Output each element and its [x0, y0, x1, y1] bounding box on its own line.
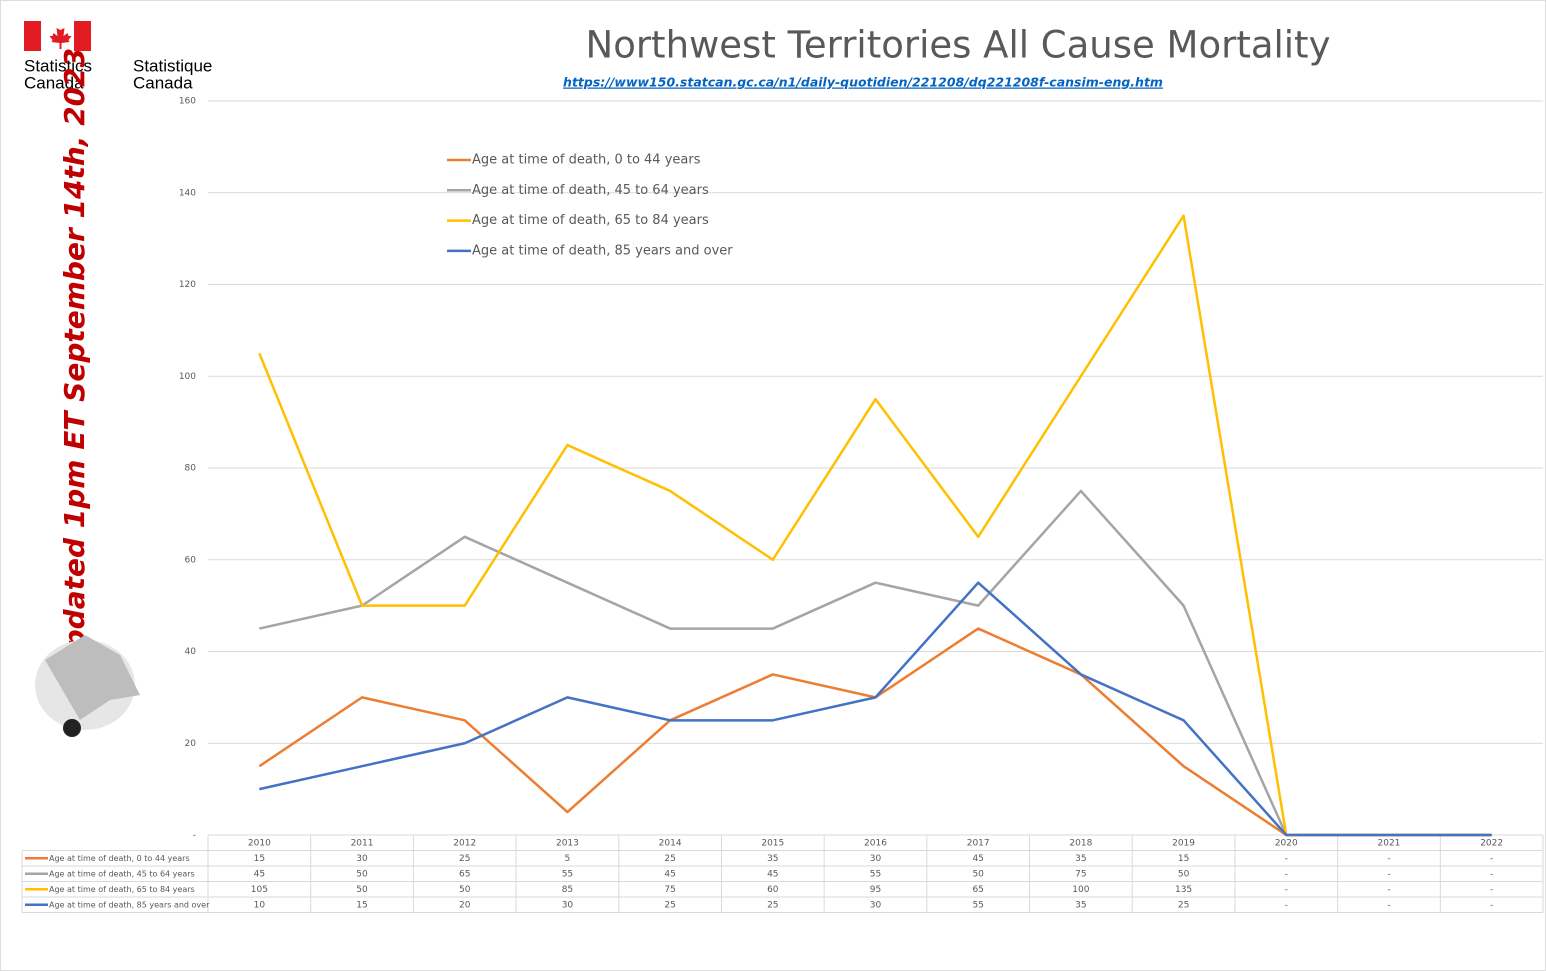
brand-fr-1: Statistique: [133, 56, 212, 75]
x-tick-label: 2011: [351, 838, 374, 848]
table-cell: 15: [356, 900, 367, 910]
table-cell: 55: [972, 900, 983, 910]
table-row-label: Age at time of death, 45 to 64 years: [49, 869, 195, 878]
table-cell: 25: [767, 900, 778, 910]
table-cell: -: [1285, 885, 1288, 895]
y-tick-label: -: [193, 831, 196, 841]
x-tick-label: 2014: [659, 838, 682, 848]
table-cell: -: [1285, 869, 1288, 879]
table-cell: 30: [562, 900, 574, 910]
brand-en-2: Canada: [24, 73, 84, 92]
y-tick-label: 100: [179, 372, 196, 382]
table-cell: 45: [767, 869, 778, 879]
table-cell: -: [1490, 869, 1493, 879]
legend-label: Age at time of death, 45 to 64 years: [472, 183, 709, 198]
table-cell: 50: [972, 869, 984, 879]
y-tick-label: 40: [185, 647, 197, 657]
table-cell: 50: [459, 885, 471, 895]
table-cell: -: [1387, 869, 1390, 879]
table-cell: 45: [972, 854, 983, 864]
table-cell: 105: [251, 885, 268, 895]
table-cell: 50: [356, 869, 368, 879]
table-cell: 5: [565, 854, 571, 864]
table-cell: -: [1387, 854, 1390, 864]
y-tick-label: 80: [185, 464, 197, 474]
table-cell: 30: [356, 854, 368, 864]
table-cell: 30: [870, 900, 882, 910]
x-tick-label: 2018: [1069, 838, 1092, 848]
x-tick-label: 2017: [967, 838, 990, 848]
table-cell: 60: [767, 885, 779, 895]
x-tick-label: 2020: [1275, 838, 1298, 848]
y-tick-label: 20: [185, 739, 197, 749]
table-cell: -: [1387, 885, 1390, 895]
table-cell: -: [1490, 885, 1493, 895]
table-cell: 50: [356, 885, 368, 895]
x-tick-label: 2012: [453, 838, 476, 848]
wolf-logo: [35, 635, 140, 737]
table-cell: 35: [1075, 900, 1086, 910]
table-row-label: Age at time of death, 85 years and over: [49, 900, 210, 909]
table-cell: 95: [870, 885, 881, 895]
x-tick-label: 2013: [556, 838, 579, 848]
table-cell: 50: [1178, 869, 1190, 879]
table-cell: 75: [664, 885, 675, 895]
table-cell: 25: [664, 854, 675, 864]
table-cell: -: [1490, 900, 1493, 910]
table-cell: 25: [459, 854, 470, 864]
table-cell: 55: [562, 869, 573, 879]
table-cell: 15: [254, 854, 265, 864]
update-note: Updated 1pm ET September 14th, 2023: [58, 48, 91, 672]
x-tick-label: 2010: [248, 838, 271, 848]
table-cell: 65: [972, 885, 983, 895]
flag-logo: [24, 21, 91, 51]
x-tick-label: 2022: [1480, 838, 1503, 848]
table-cell: 30: [870, 854, 882, 864]
table-cell: 75: [1075, 869, 1086, 879]
table-cell: 45: [664, 869, 675, 879]
series-line: [259, 581, 1492, 837]
x-tick-label: 2016: [864, 838, 887, 848]
source-link[interactable]: https://www150.statcan.gc.ca/n1/daily-qu…: [563, 75, 1163, 90]
chart-title: Northwest Territories All Cause Mortalit…: [586, 24, 1331, 67]
y-tick-label: 120: [179, 280, 196, 290]
table-cell: 135: [1175, 885, 1192, 895]
table-cell: 100: [1072, 885, 1089, 895]
table-row-label: Age at time of death, 65 to 84 years: [49, 885, 195, 894]
table-cell: -: [1285, 900, 1288, 910]
legend-label: Age at time of death, 0 to 44 years: [472, 153, 701, 168]
table-cell: 55: [870, 869, 881, 879]
table-cell: 20: [459, 900, 471, 910]
table-cell: 45: [254, 869, 265, 879]
brand-en-1: Statistics: [24, 56, 92, 75]
table-cell: 25: [1178, 900, 1189, 910]
table-row-label: Age at time of death, 0 to 44 years: [49, 854, 190, 863]
legend-label: Age at time of death, 65 to 84 years: [472, 213, 709, 228]
brand-fr-2: Canada: [133, 73, 193, 92]
x-tick-label: 2021: [1378, 838, 1401, 848]
table-cell: -: [1285, 854, 1288, 864]
table-cell: -: [1387, 900, 1390, 910]
table-cell: 10: [254, 900, 266, 910]
legend-label: Age at time of death, 85 years and over: [472, 243, 733, 258]
table-cell: 15: [1178, 854, 1189, 864]
table-cell: 85: [562, 885, 573, 895]
table-cell: 65: [459, 869, 470, 879]
table-cell: -: [1490, 854, 1493, 864]
table-cell: 25: [664, 900, 675, 910]
x-tick-label: 2019: [1172, 838, 1195, 848]
x-tick-label: 2015: [761, 838, 784, 848]
table-cell: 35: [767, 854, 778, 864]
y-tick-label: 160: [179, 97, 196, 107]
y-tick-label: 60: [185, 555, 197, 565]
y-tick-label: 140: [179, 188, 196, 198]
table-cell: 35: [1075, 854, 1086, 864]
